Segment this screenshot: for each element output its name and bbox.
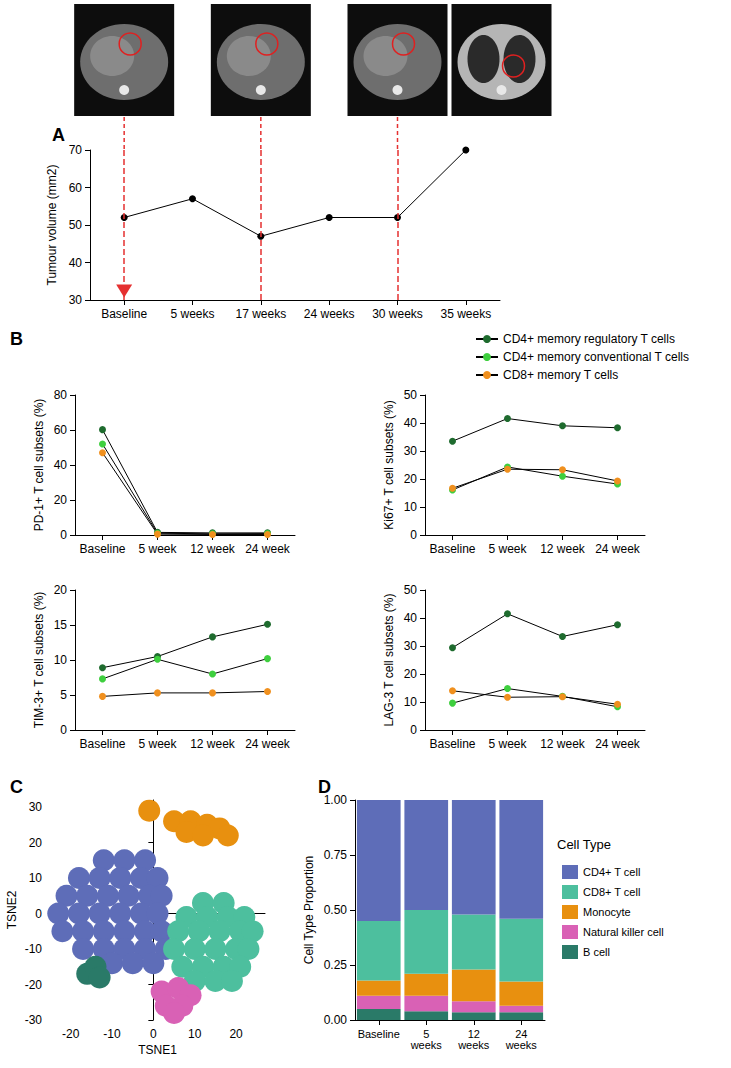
svg-text:Ki67+ T cell subsets (%): Ki67+ T cell subsets (%) (382, 400, 396, 529)
svg-text:CD4+ T cell: CD4+ T cell (583, 866, 640, 878)
svg-text:Cell Type: Cell Type (557, 837, 611, 852)
svg-text:12 week: 12 week (540, 542, 586, 556)
svg-text:24: 24 (515, 1027, 528, 1040)
svg-text:Baseline: Baseline (79, 542, 125, 556)
svg-text:0.75: 0.75 (324, 848, 348, 862)
svg-text:5: 5 (423, 1027, 430, 1040)
svg-text:-20: -20 (25, 978, 43, 992)
svg-text:D: D (318, 777, 331, 797)
svg-text:12: 12 (467, 1027, 480, 1040)
svg-text:1.00: 1.00 (324, 793, 348, 807)
svg-text:20: 20 (404, 472, 418, 486)
svg-text:Baseline: Baseline (429, 737, 475, 751)
svg-text:15: 15 (54, 618, 68, 632)
svg-text:70: 70 (69, 143, 83, 157)
svg-text:B: B (10, 329, 23, 349)
svg-text:TSNE1: TSNE1 (138, 1043, 177, 1057)
svg-text:10: 10 (29, 871, 43, 885)
svg-text:20: 20 (29, 836, 43, 850)
svg-text:50: 50 (69, 218, 83, 232)
svg-text:B cell: B cell (583, 946, 610, 958)
svg-text:30 weeks: 30 weeks (372, 307, 423, 321)
svg-text:0: 0 (60, 528, 67, 542)
svg-text:40: 40 (69, 256, 83, 270)
svg-text:0: 0 (35, 907, 42, 921)
svg-text:20: 20 (404, 667, 418, 681)
svg-text:20: 20 (54, 583, 68, 597)
svg-text:30: 30 (404, 444, 418, 458)
svg-text:5 week: 5 week (488, 737, 527, 751)
svg-text:Baseline: Baseline (79, 737, 125, 751)
svg-text:40: 40 (404, 611, 418, 625)
svg-text:PD-1+ T cell subsets (%): PD-1+ T cell subsets (%) (32, 399, 46, 532)
svg-text:12 week: 12 week (540, 737, 586, 751)
svg-text:Natural killer cell: Natural killer cell (583, 926, 664, 938)
svg-text:Baseline: Baseline (101, 307, 147, 321)
svg-text:weeks: weeks (410, 1039, 443, 1051)
svg-text:-10: -10 (103, 1027, 121, 1041)
svg-text:0: 0 (150, 1027, 157, 1041)
svg-text:12 week: 12 week (190, 542, 236, 556)
svg-text:5 weeks: 5 weeks (170, 307, 214, 321)
svg-text:17 weeks: 17 weeks (235, 307, 286, 321)
svg-text:Baseline: Baseline (358, 1028, 400, 1040)
svg-text:5 week: 5 week (138, 737, 177, 751)
svg-text:50: 50 (404, 388, 418, 402)
svg-text:Baseline: Baseline (429, 542, 475, 556)
svg-text:24 weeks: 24 weeks (304, 307, 355, 321)
svg-text:LAG-3 T cell subsets (%): LAG-3 T cell subsets (%) (382, 594, 396, 727)
svg-text:5 week: 5 week (488, 542, 527, 556)
svg-text:A: A (52, 125, 65, 145)
svg-text:5: 5 (60, 688, 67, 702)
svg-text:Monocyte: Monocyte (583, 906, 631, 918)
svg-text:10: 10 (54, 653, 68, 667)
svg-text:weeks: weeks (505, 1039, 538, 1051)
svg-text:60: 60 (54, 423, 68, 437)
svg-text:40: 40 (54, 458, 68, 472)
svg-text:30: 30 (29, 800, 43, 814)
svg-text:-20: -20 (62, 1027, 80, 1041)
svg-text:0.25: 0.25 (324, 958, 348, 972)
svg-text:CD8+ memory T cells: CD8+ memory T cells (503, 368, 618, 382)
svg-text:Tumour volume (mm2): Tumour volume (mm2) (45, 165, 59, 286)
svg-text:weeks: weeks (457, 1039, 490, 1051)
svg-text:30: 30 (404, 639, 418, 653)
svg-text:Cell Type Proportion: Cell Type Proportion (302, 856, 316, 965)
svg-text:5 week: 5 week (138, 542, 177, 556)
svg-text:24 week: 24 week (595, 542, 641, 556)
svg-text:80: 80 (54, 388, 68, 402)
svg-text:-30: -30 (25, 1013, 43, 1027)
svg-text:30: 30 (69, 293, 83, 307)
svg-text:20: 20 (54, 493, 68, 507)
svg-text:0: 0 (410, 723, 417, 737)
svg-text:TSNE2: TSNE2 (5, 890, 19, 929)
svg-text:35 weeks: 35 weeks (440, 307, 491, 321)
svg-text:CD4+ memory conventional T cel: CD4+ memory conventional T cells (503, 350, 689, 364)
svg-text:12 week: 12 week (190, 737, 236, 751)
svg-text:24 week: 24 week (245, 542, 291, 556)
svg-text:24 week: 24 week (245, 737, 291, 751)
svg-text:0.50: 0.50 (324, 903, 348, 917)
svg-text:0: 0 (410, 528, 417, 542)
svg-text:TIM-3+ T cell subsets (%): TIM-3+ T cell subsets (%) (32, 592, 46, 729)
svg-text:10: 10 (404, 500, 418, 514)
svg-text:60: 60 (69, 181, 83, 195)
svg-text:0.00: 0.00 (324, 1013, 348, 1027)
svg-text:20: 20 (229, 1027, 243, 1041)
svg-text:40: 40 (404, 416, 418, 430)
svg-text:C: C (10, 777, 23, 797)
svg-text:0: 0 (60, 723, 67, 737)
svg-text:50: 50 (404, 583, 418, 597)
svg-text:10: 10 (404, 695, 418, 709)
svg-text:24 week: 24 week (595, 737, 641, 751)
svg-text:CD4+ memory regulatory T cells: CD4+ memory regulatory T cells (503, 332, 675, 346)
svg-text:CD8+ T cell: CD8+ T cell (583, 886, 640, 898)
svg-text:10: 10 (188, 1027, 202, 1041)
svg-text:-10: -10 (25, 942, 43, 956)
